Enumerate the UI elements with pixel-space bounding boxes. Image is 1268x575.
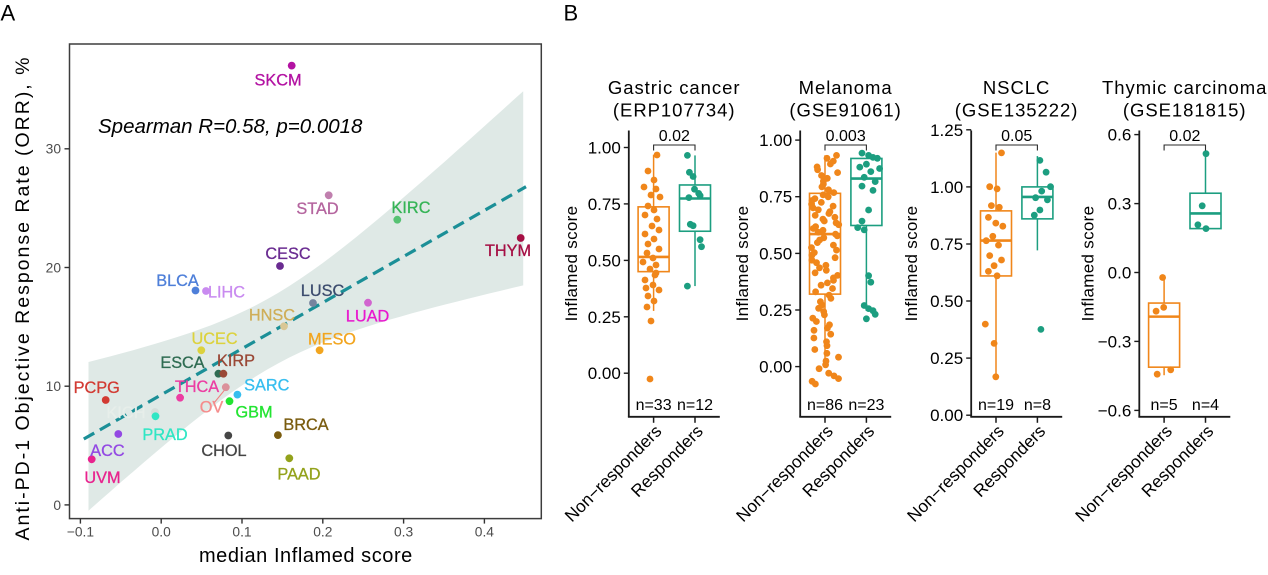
svg-text:0.2: 0.2 — [313, 525, 332, 540]
svg-text:A: A — [1, 1, 16, 26]
svg-text:Inflamed score: Inflamed score — [733, 206, 752, 322]
svg-text:n=23: n=23 — [848, 397, 884, 414]
svg-text:THCA: THCA — [175, 378, 219, 396]
svg-text:1.00: 1.00 — [588, 139, 621, 158]
svg-text:CESC: CESC — [265, 245, 310, 263]
svg-text:(ERP107734): (ERP107734) — [613, 99, 736, 120]
svg-text:LUSC: LUSC — [301, 282, 345, 300]
svg-text:(GSE91061): (GSE91061) — [789, 99, 901, 120]
svg-text:0.1: 0.1 — [232, 525, 251, 540]
svg-text:SARC: SARC — [244, 377, 289, 395]
svg-text:−0.1: −0.1 — [67, 525, 94, 540]
svg-text:BRCA: BRCA — [283, 416, 328, 434]
svg-text:0.50: 0.50 — [588, 251, 621, 270]
svg-text:Inflamed score: Inflamed score — [902, 206, 921, 322]
svg-text:0.25: 0.25 — [588, 308, 621, 327]
svg-text:PRAD: PRAD — [142, 426, 187, 444]
svg-text:Inflamed score: Inflamed score — [562, 206, 581, 322]
svg-text:KIRC: KIRC — [392, 199, 431, 217]
svg-text:(GSE135222): (GSE135222) — [955, 99, 1079, 120]
svg-text:0.25: 0.25 — [930, 349, 963, 368]
svg-text:GBM: GBM — [235, 404, 272, 422]
svg-text:0.0: 0.0 — [152, 525, 172, 540]
svg-text:0.00: 0.00 — [930, 406, 963, 425]
svg-text:n=86: n=86 — [807, 397, 843, 414]
svg-text:PAAD: PAAD — [277, 466, 320, 484]
svg-text:Spearman R=0.58, p=0.0018: Spearman R=0.58, p=0.0018 — [98, 115, 363, 138]
svg-text:0: 0 — [53, 498, 61, 513]
svg-text:STAD: STAD — [296, 200, 338, 218]
svg-text:B: B — [564, 1, 579, 26]
svg-text:0.75: 0.75 — [588, 195, 621, 214]
svg-text:0.02: 0.02 — [1169, 128, 1200, 145]
svg-text:NSCLC: NSCLC — [983, 77, 1050, 98]
svg-text:20: 20 — [46, 260, 62, 275]
svg-text:1.00: 1.00 — [930, 178, 963, 197]
svg-text:Gastric cancer: Gastric cancer — [608, 77, 741, 98]
svg-text:UCEC: UCEC — [192, 330, 238, 348]
svg-text:Anti-PD-1 Objective Response R: Anti-PD-1 Objective Response Rate (ORR),… — [12, 56, 34, 541]
svg-text:n=33: n=33 — [636, 397, 672, 414]
svg-text:0.25: 0.25 — [759, 301, 792, 320]
svg-text:0.75: 0.75 — [759, 188, 792, 207]
svg-text:0.75: 0.75 — [930, 235, 963, 254]
svg-text:ACC: ACC — [90, 442, 125, 460]
svg-text:1.00: 1.00 — [759, 131, 792, 150]
svg-text:LUAD: LUAD — [346, 308, 389, 326]
svg-text:CHOL: CHOL — [201, 442, 246, 460]
svg-text:BLCA: BLCA — [156, 272, 199, 290]
svg-text:median Inflamed score: median Inflamed score — [199, 545, 413, 567]
svg-text:1.25: 1.25 — [930, 121, 963, 140]
svg-text:10: 10 — [46, 379, 62, 394]
svg-text:0.00: 0.00 — [588, 364, 621, 383]
svg-text:−0.3: −0.3 — [1098, 332, 1132, 351]
svg-text:ESCA: ESCA — [160, 354, 204, 372]
svg-text:OV: OV — [200, 399, 224, 417]
svg-text:0.50: 0.50 — [759, 244, 792, 263]
svg-text:n=12: n=12 — [677, 397, 713, 414]
svg-text:0.3: 0.3 — [394, 525, 414, 540]
svg-text:n=5: n=5 — [1151, 397, 1178, 414]
svg-text:−0.6: −0.6 — [1098, 401, 1132, 420]
svg-text:PCPG: PCPG — [74, 379, 120, 397]
svg-text:0.003: 0.003 — [826, 128, 866, 145]
svg-text:0.6: 0.6 — [1108, 126, 1132, 145]
svg-text:HNSC: HNSC — [249, 307, 295, 325]
svg-text:0.4: 0.4 — [475, 525, 495, 540]
svg-text:LIHC: LIHC — [208, 284, 245, 302]
svg-text:KIRP: KIRP — [217, 352, 255, 370]
svg-text:30: 30 — [46, 142, 62, 157]
svg-text:UVM: UVM — [84, 469, 120, 487]
svg-text:n=8: n=8 — [1024, 397, 1051, 414]
svg-text:0.50: 0.50 — [930, 292, 963, 311]
svg-text:Thymic carcinoma: Thymic carcinoma — [1102, 77, 1267, 98]
svg-text:MESO: MESO — [308, 331, 356, 349]
svg-text:0.00: 0.00 — [759, 358, 792, 377]
svg-text:0.02: 0.02 — [659, 128, 690, 145]
svg-text:Inflamed score: Inflamed score — [1078, 206, 1097, 322]
svg-text:0.0: 0.0 — [1108, 264, 1132, 283]
svg-text:0.05: 0.05 — [1001, 128, 1032, 145]
svg-text:0.3: 0.3 — [1108, 195, 1132, 214]
svg-text:n=4: n=4 — [1192, 397, 1219, 414]
svg-text:KICH: KICH — [107, 404, 146, 422]
svg-text:Melanoma: Melanoma — [799, 77, 893, 98]
svg-text:(GSE181815): (GSE181815) — [1123, 99, 1247, 120]
svg-text:n=19: n=19 — [978, 397, 1014, 414]
svg-text:SKCM: SKCM — [254, 72, 301, 90]
svg-text:THYM: THYM — [485, 242, 531, 260]
